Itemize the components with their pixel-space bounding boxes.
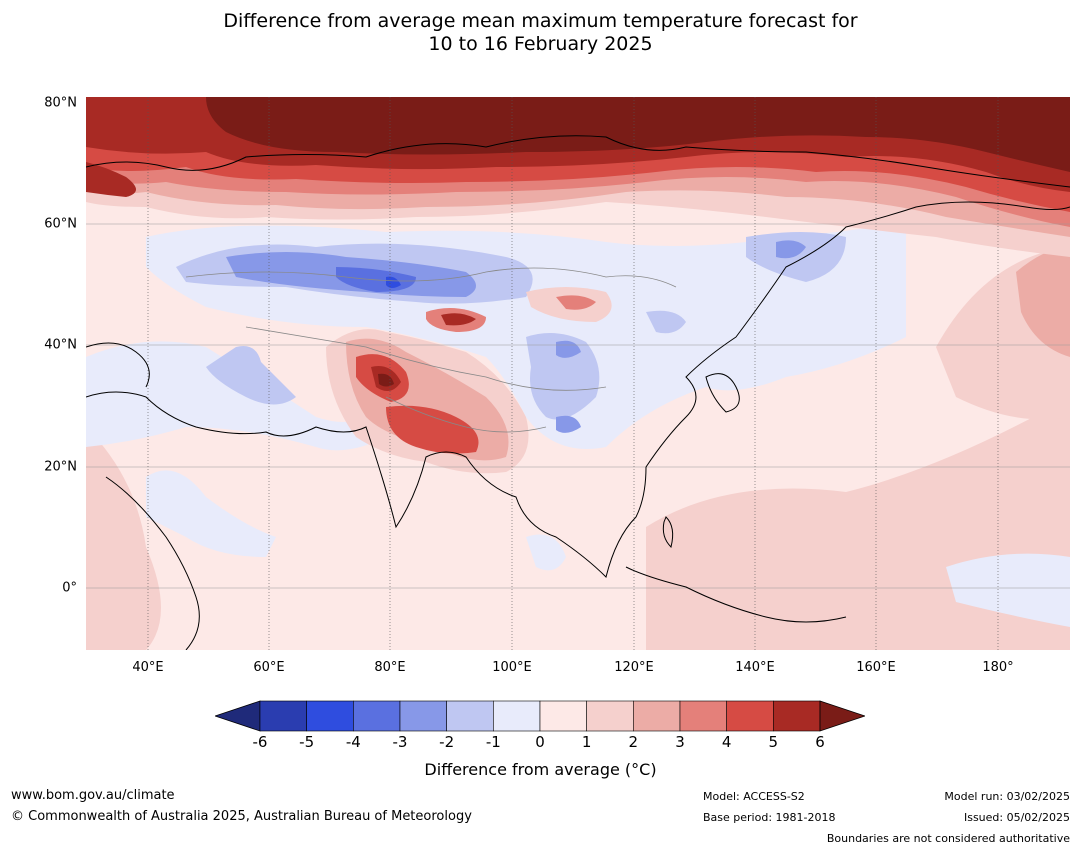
colorbar-segment (633, 700, 681, 732)
lat-label-20n: 20°N (44, 459, 77, 475)
model-text: Model: ACCESS-S2 (703, 790, 805, 803)
colorbar-tick-label: 5 (768, 733, 779, 751)
title-line-1: Difference from average mean maximum tem… (223, 10, 858, 32)
colorbar-tick-label: -4 (345, 733, 361, 751)
colorbar-tick-label: -3 (392, 733, 408, 751)
colorbar-extend-low (215, 700, 261, 732)
lon-label-180: 180° (982, 660, 1014, 675)
lon-label-160e: 160°E (856, 660, 896, 675)
map-title: Difference from average mean maximum tem… (0, 10, 1081, 56)
base-period-text: Base period: 1981-2018 (703, 811, 836, 824)
lon-label-80e: 80°E (374, 660, 406, 675)
colorbar-segment (306, 700, 354, 732)
colorbar-segment (446, 700, 494, 732)
colorbar-extend-high (819, 700, 865, 732)
colorbar-tick-label: 2 (628, 733, 639, 751)
colorbar-tick-label: 0 (535, 733, 545, 751)
colorbar-label: Difference from average (°C) (424, 760, 657, 779)
colorbar-segment (259, 700, 307, 732)
title-line-2: 10 to 16 February 2025 (428, 33, 653, 55)
colorbar-tick-label: -1 (485, 733, 501, 751)
colorbar-tick-label: -6 (252, 733, 268, 751)
colorbar-segment (726, 700, 774, 732)
lon-label-40e: 40°E (132, 660, 164, 675)
colorbar (215, 700, 865, 732)
copyright-text: © Commonwealth of Australia 2025, Austra… (11, 809, 472, 824)
colorbar-segment (773, 700, 821, 732)
lat-label-60n: 60°N (44, 216, 77, 232)
colorbar-segment (399, 700, 447, 732)
colorbar-segment (493, 700, 541, 732)
website-link[interactable]: www.bom.gov.au/climate (11, 788, 175, 803)
colorbar-segment (353, 700, 401, 732)
lon-label-100e: 100°E (492, 660, 532, 675)
colorbar-tick-label: -5 (299, 733, 315, 751)
colorbar-tick-label: 6 (815, 733, 825, 751)
model-run-text: Model run: 03/02/2025 (944, 790, 1070, 803)
lat-label-40n: 40°N (44, 337, 77, 353)
colorbar-tick-label: 3 (675, 733, 685, 751)
lon-label-140e: 140°E (735, 660, 775, 675)
issued-text: Issued: 05/02/2025 (963, 811, 1070, 824)
map-canvas (86, 97, 1070, 650)
colorbar-tick-label: -2 (439, 733, 455, 751)
lon-label-60e: 60°E (253, 660, 285, 675)
colorbar-segment (586, 700, 634, 732)
colorbar-segment (539, 700, 587, 732)
lat-label-80n: 80°N (44, 95, 77, 111)
colorbar-segment (679, 700, 727, 732)
lon-label-120e: 120°E (614, 660, 654, 675)
colorbar-tick-label: 4 (721, 733, 732, 751)
lat-label-0: 0° (62, 580, 77, 596)
disclaimer-text: Boundaries are not considered authoritat… (826, 832, 1070, 845)
temperature-anomaly-map (86, 97, 1070, 650)
colorbar-tick-label: 1 (581, 733, 592, 751)
